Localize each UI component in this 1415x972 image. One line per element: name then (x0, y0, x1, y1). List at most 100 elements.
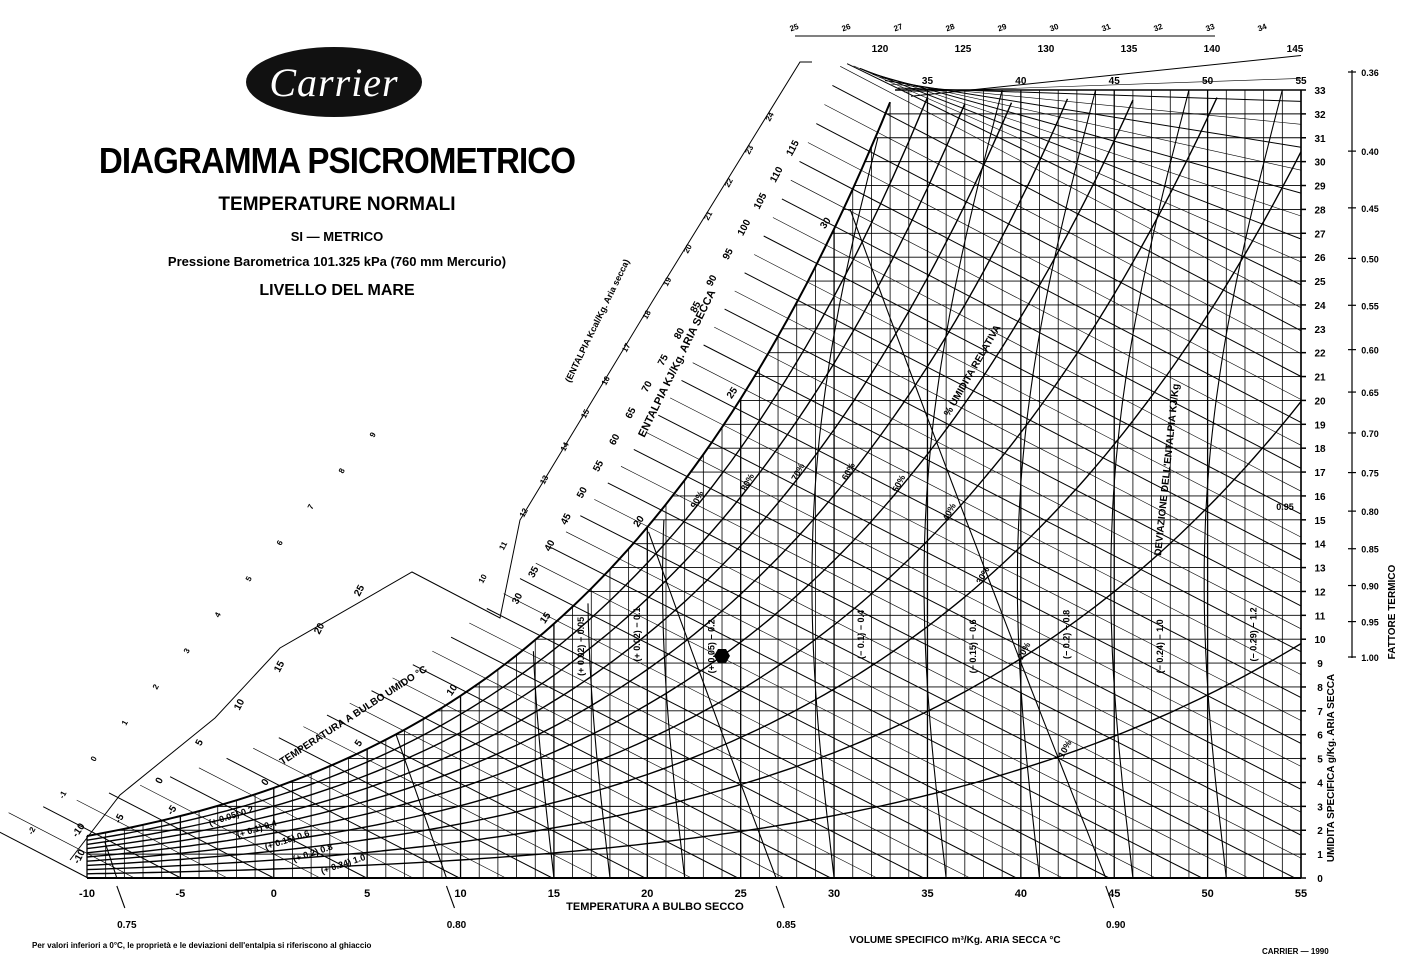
enthalpy-kcal-label: (ENTALPIA Kcal/Kg. Aria secca) (563, 258, 631, 384)
enthalpy-tick-label: 100 (736, 217, 754, 237)
enthalpy-kcal-tick: 9 (368, 430, 378, 439)
volume-line (849, 209, 1107, 879)
enthalpy-line (565, 531, 1249, 879)
enthalpy-kcal-tick: 22 (723, 176, 735, 189)
y-tick-label: 5 (1317, 755, 1323, 766)
shf-label: 0.70 (1361, 429, 1379, 439)
y-tick-label: 15 (1314, 516, 1326, 527)
rh-curve (86, 151, 1302, 867)
x-tick-label: 20 (641, 888, 653, 900)
enthalpy-kcal-tick: 18 (641, 308, 653, 321)
y-tick-label: 6 (1317, 731, 1323, 742)
enthalpy-kcal-tick: 28 (944, 22, 956, 34)
enthalpy-line (76, 799, 228, 879)
top-x-tick-label: 55 (1295, 76, 1307, 87)
enthalpy-line (226, 757, 460, 879)
grid-lines (86, 89, 1302, 879)
y-tick-label: 19 (1314, 420, 1326, 431)
volume-label: 0.75 (117, 920, 137, 931)
x-tick-label: 55 (1295, 888, 1307, 900)
enthalpy-line (824, 104, 1302, 354)
enthalpy-kcal-tick: 30 (1048, 22, 1060, 34)
enthalpy-line (469, 622, 971, 879)
enthalpy-tick-label: 95 (721, 246, 736, 261)
enthalpy-tick-label: 50 (575, 485, 590, 500)
x-tick-label: -5 (175, 888, 185, 900)
enthalpy-tick-label: 115 (785, 138, 802, 158)
enthalpy-tick-label: 55 (591, 458, 606, 473)
rh-curve (86, 102, 1013, 850)
deviation-curve (811, 137, 879, 879)
deviation-curve (587, 603, 611, 879)
enthalpy-tick-label: 140 (1204, 44, 1221, 55)
enthalpy-kcal-tick: 15 (579, 407, 591, 420)
volume-axis-label: VOLUME SPECIFICO m³/Kg. ARIA SECCA °C (849, 935, 1060, 946)
enthalpy-line (0, 831, 89, 879)
y-tick-label: 7 (1317, 707, 1323, 718)
wet-bulb-label: 20 (632, 514, 648, 530)
enthalpy-tick-label: -10 (72, 847, 89, 865)
top-x-tick-label: 40 (1015, 76, 1027, 87)
enthalpy-line (620, 466, 1302, 813)
enthalpy-kcal-tick: 34 (1256, 22, 1268, 34)
rh-curve (86, 643, 1302, 875)
shf-axis-label: FATTORE TERMICO (1387, 564, 1398, 659)
deviation-label: (− 0.2) − 0.8 (1062, 610, 1072, 659)
y-tick-label: 26 (1314, 253, 1326, 264)
y-tick-label: 27 (1314, 229, 1326, 240)
enthalpy-kcal-tick: 8 (337, 466, 347, 475)
rh-axis-label: % UMIDITA RELATIVA (942, 323, 1003, 418)
enthalpy-line (658, 414, 1302, 744)
deviation-label: (− 0.29) − 1.2 (1248, 607, 1258, 661)
enthalpy-kcal-tick: 2 (151, 682, 161, 691)
wet-bulb-label: 0 (260, 777, 272, 788)
enthalpy-kcal-tick: 19 (661, 275, 673, 288)
enthalpy-tick-label: 85 (689, 299, 704, 314)
y-tick-label: 0 (1317, 874, 1323, 885)
enthalpy-tick-label: 0 (154, 775, 167, 785)
top-x-tick-label: 45 (1109, 76, 1121, 87)
enthalpy-kcal-tick: 3 (182, 646, 192, 655)
enthalpy-kcal-tick: 7 (306, 502, 316, 511)
x-tick-label: 15 (548, 888, 560, 900)
x-tick-label: 25 (735, 888, 747, 900)
rh-curve (86, 99, 1134, 858)
volume-tick (445, 885, 456, 909)
enthalpy-line (519, 578, 1110, 879)
enthalpy-line (392, 677, 785, 879)
level-line: LIVELLO DEL MARE (259, 282, 415, 299)
y-tick-label: 30 (1314, 158, 1326, 169)
enthalpy-tick-label: 15 (272, 659, 287, 674)
wet-bulb-label: 25 (725, 385, 741, 401)
y-tick-label: 29 (1314, 182, 1326, 193)
wet-bulb-label: 10 (445, 682, 461, 698)
footer-note: Per valori inferiori a 0°C, le proprietà… (32, 941, 372, 950)
shf-label: 0.65 (1361, 388, 1379, 398)
x-tick-label: 35 (921, 888, 933, 900)
enthalpy-line (139, 784, 321, 879)
enthalpy-line (253, 747, 506, 879)
enthalpy-line (866, 70, 1302, 217)
y-tick-label: 28 (1314, 205, 1326, 216)
shf-label: 0.75 (1361, 469, 1379, 479)
y-tick-label: 2 (1317, 826, 1323, 837)
enthalpy-tick-label: 70 (640, 379, 655, 394)
x-axis-label: TEMPERATURA A BULBO SECCO (566, 901, 744, 913)
enthalpy-scale (69, 35, 1215, 861)
enthalpy-tick-label: 75 (656, 352, 671, 367)
enthalpy-line (432, 650, 878, 879)
x-tick-label: 30 (828, 888, 840, 900)
y-tick-label: 14 (1314, 540, 1326, 551)
enthalpy-kcal-tick: 26 (840, 22, 852, 34)
deviation-curves (532, 89, 1283, 879)
y-tick-label: 17 (1314, 468, 1326, 479)
y-tick-label: 31 (1314, 134, 1326, 145)
rh-label: 80% (739, 472, 756, 493)
volume-line (395, 734, 448, 879)
y-tick-label: 25 (1314, 277, 1326, 288)
enthalpy-line (108, 792, 275, 879)
enthalpy-line (450, 636, 924, 879)
enthalpy-kcal-tick: 6 (275, 538, 285, 547)
deviation-label: (+ 0.02) − 0.05 (576, 617, 586, 676)
enthalpy-kcal-tick: 13 (538, 473, 550, 486)
